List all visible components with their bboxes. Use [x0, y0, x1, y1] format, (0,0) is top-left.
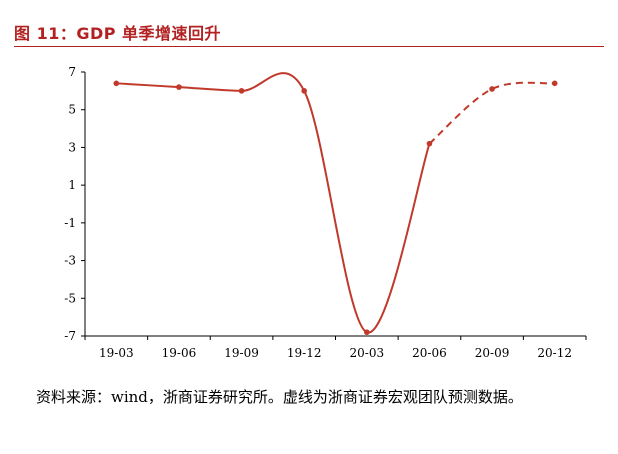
x-tick-label: 20-12	[537, 346, 572, 360]
forecast-data-point	[551, 80, 558, 87]
actual-data-point	[301, 88, 307, 94]
x-tick-label: 20-06	[412, 346, 447, 360]
title-divider	[14, 46, 604, 47]
gdp-line-chart: 7 5 3 1 -1 -3 -5 -7 19-03 19-06 19-09 19-12 20-03 20-…	[64, 65, 587, 360]
actual-data-point	[364, 329, 370, 336]
forecast-series-line	[428, 81, 555, 145]
y-tick-label: -7	[64, 329, 76, 343]
actual-data-point	[426, 140, 433, 147]
figure-header: 图 11：GDP 单季增速回升	[14, 18, 604, 48]
chart-area: 7 5 3 1 -1 -3 -5 -7 19-03 19-06 19-09 19-12 20-03 20-…	[14, 52, 604, 370]
y-tick-label: -5	[64, 291, 76, 305]
figure-title: 图 11：GDP 单季增速回升	[14, 24, 222, 43]
y-tick-label: 3	[68, 140, 76, 154]
forecast-data-point	[489, 86, 495, 92]
actual-data-point	[238, 88, 245, 94]
y-tick-label: 1	[68, 178, 76, 192]
x-tick-label: 20-09	[475, 346, 510, 360]
y-tick-label: -3	[64, 254, 76, 268]
y-tick-label: 5	[68, 103, 76, 117]
x-tick-label: 19-12	[287, 346, 322, 360]
y-tick-label: -1	[64, 216, 76, 230]
x-tick-label: 19-03	[99, 346, 134, 360]
x-tick-label: 19-06	[162, 346, 197, 360]
actual-series-line	[116, 72, 431, 334]
x-tick-label: 20-03	[350, 346, 385, 360]
source-note: 资料来源：wind，浙商证券研究所。虚线为浙商证券宏观团队预测数据。	[36, 388, 523, 406]
x-tick-label: 19-09	[224, 346, 259, 360]
y-tick-label: 7	[68, 65, 76, 79]
actual-data-point	[113, 80, 120, 87]
actual-data-point	[176, 84, 182, 90]
